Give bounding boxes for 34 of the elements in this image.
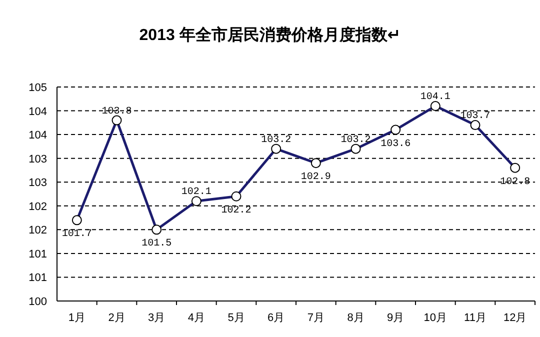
x-tick-label: 12月 — [503, 312, 527, 324]
data-label: 101.5 — [142, 238, 172, 250]
data-label: 104.1 — [420, 92, 450, 104]
y-tick-label: 101 — [28, 272, 47, 284]
y-tick-label: 104 — [28, 106, 47, 118]
data-label: 102.8 — [500, 176, 530, 188]
data-label: 103.6 — [380, 138, 411, 150]
data-label: 103.7 — [460, 111, 490, 122]
x-tick-label: 1月 — [68, 312, 86, 324]
data-label: 102.1 — [181, 187, 212, 198]
x-tick-label: 10月 — [424, 312, 448, 324]
y-tick-label: 105 — [28, 82, 47, 94]
x-tick-label: 9月 — [387, 312, 404, 324]
data-label: 102.2 — [221, 205, 252, 216]
x-tick-label: 6月 — [268, 312, 285, 324]
chart-title: 2013 年全市居民消费价格月度指数↵ — [139, 25, 401, 44]
data-label: 103.2 — [261, 134, 292, 146]
data-label: 103.2 — [340, 134, 371, 146]
x-tick-label: 11月 — [464, 312, 486, 324]
y-tick-label: 103 — [28, 153, 47, 166]
x-tick-label: 4月 — [188, 312, 205, 324]
y-tick-label: 104 — [28, 130, 47, 142]
y-tick-label: 101 — [28, 248, 47, 260]
x-tick-label: 5月 — [228, 312, 245, 324]
x-tick-label: 3月 — [148, 312, 166, 324]
y-tick-label: 103 — [28, 177, 47, 190]
data-label: 103.8 — [102, 106, 132, 118]
y-tick-label: 102 — [28, 200, 47, 213]
y-tick-label: 102 — [28, 224, 47, 237]
x-tick-label: 7月 — [307, 312, 324, 324]
x-tick-label: 2月 — [108, 312, 126, 324]
data-label: 102.9 — [300, 172, 331, 184]
y-tick-label: 100 — [28, 296, 47, 308]
x-tick-label: 8月 — [347, 312, 364, 324]
